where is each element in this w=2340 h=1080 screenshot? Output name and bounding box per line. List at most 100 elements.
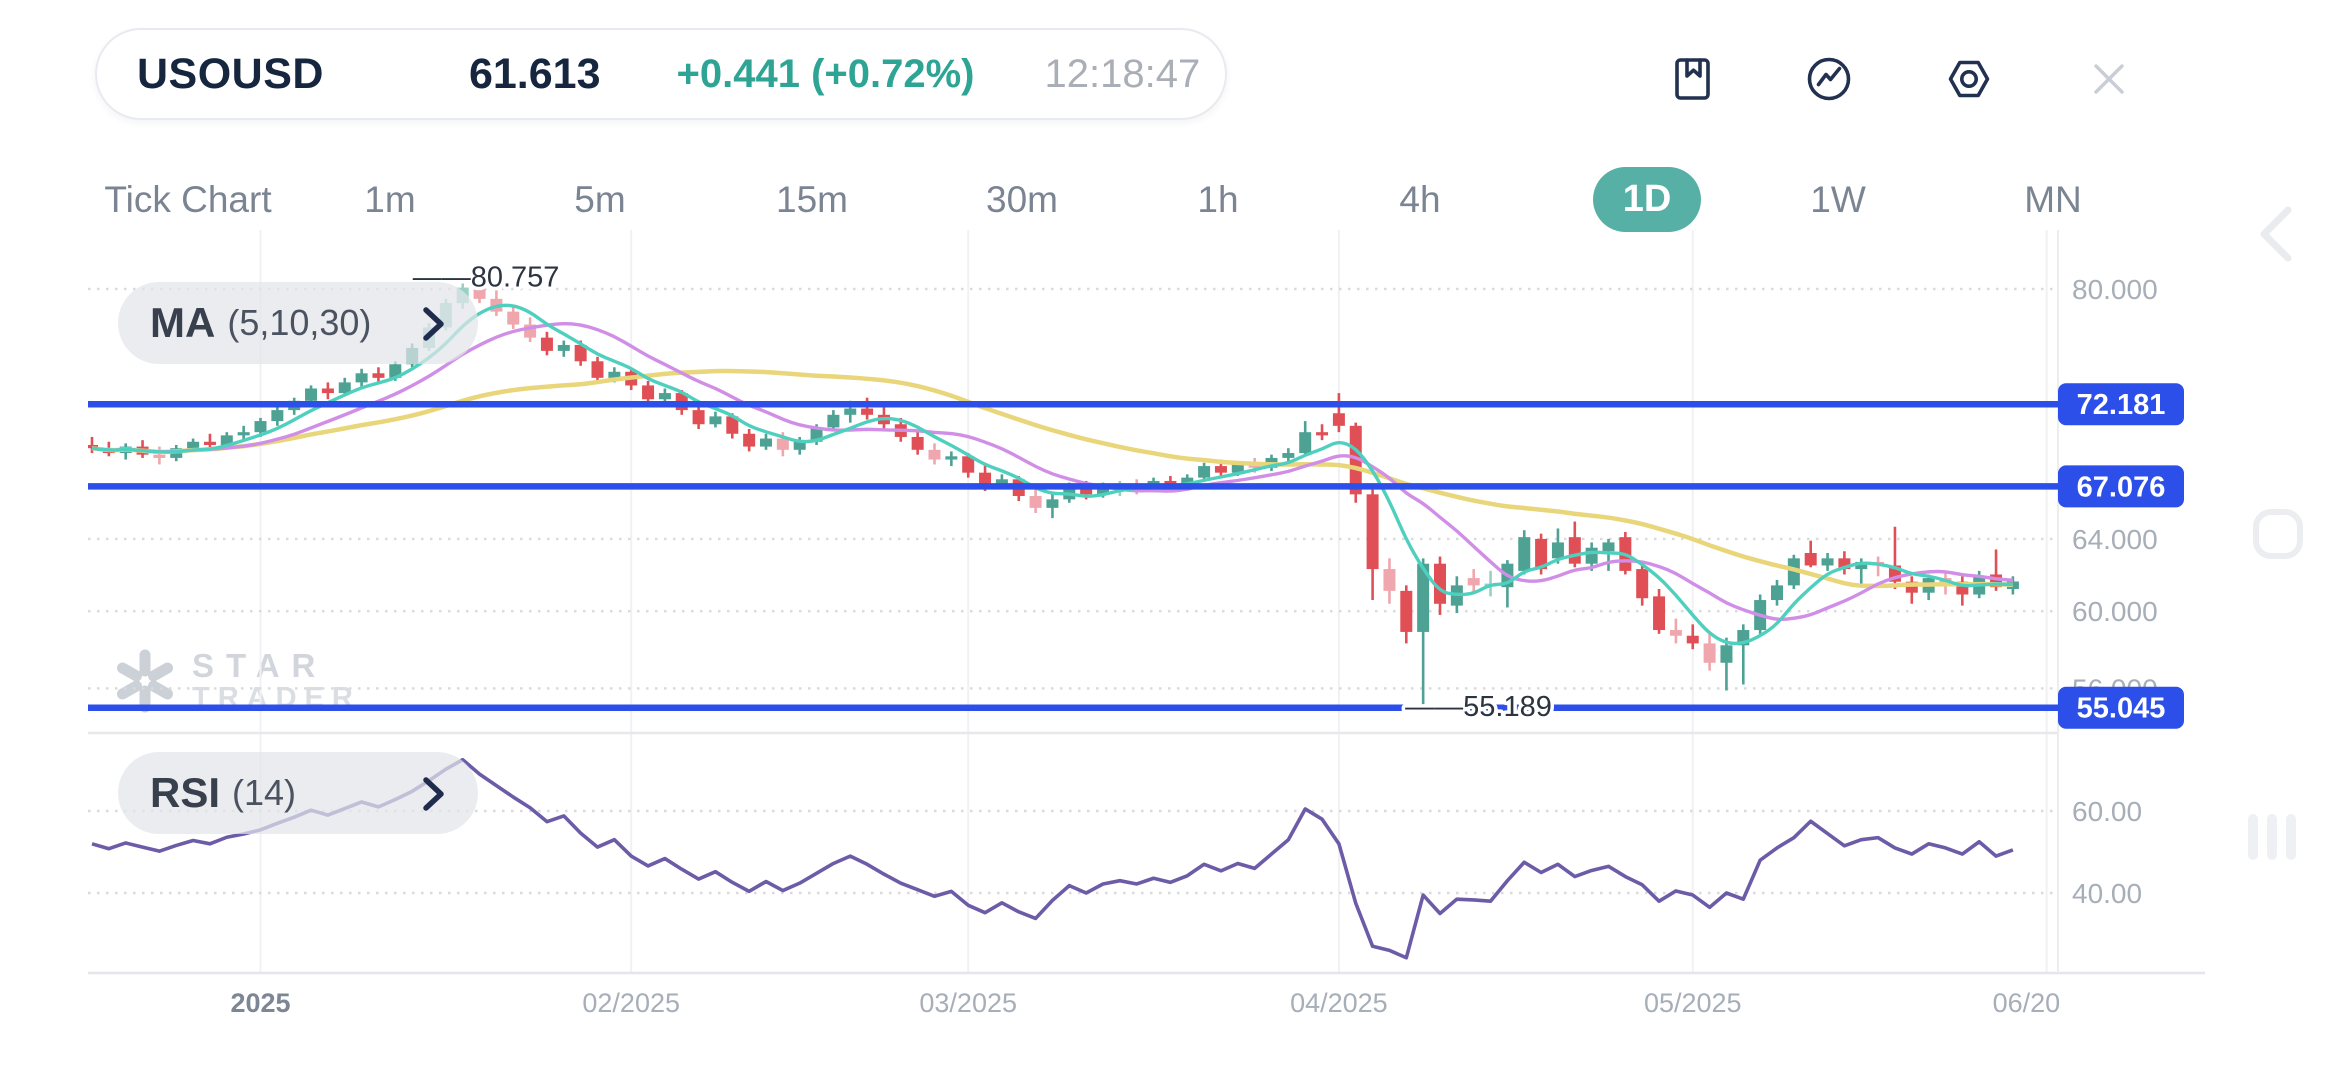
close-icon[interactable] xyxy=(2083,53,2135,105)
candle-body xyxy=(793,441,806,450)
quote-time: 12:18:47 xyxy=(1044,51,1201,96)
price-level-badge xyxy=(2058,465,2184,508)
candle-body xyxy=(591,361,604,378)
candle-body xyxy=(1214,466,1227,473)
x-axis-label: 06/20 xyxy=(1993,988,2061,1018)
star-logo-icon xyxy=(117,649,173,713)
candle-body xyxy=(1636,569,1649,599)
candle-body xyxy=(574,344,587,362)
candle-body xyxy=(1400,590,1413,632)
candle-body xyxy=(1231,464,1244,473)
candle-body xyxy=(642,385,655,400)
candle-body xyxy=(1518,537,1531,571)
candle-body xyxy=(1467,578,1480,586)
candle-body xyxy=(540,337,553,351)
tab-30m[interactable]: 30m xyxy=(986,179,1058,220)
rsi-axis-label: 60.00 xyxy=(2072,796,2142,827)
candle-body xyxy=(153,454,166,458)
candle-body xyxy=(1771,585,1783,601)
price-axis-label: 80.000 xyxy=(2072,274,2158,305)
tab-5m[interactable]: 5m xyxy=(574,179,626,220)
candle-body xyxy=(507,311,520,325)
candle-body xyxy=(2006,581,2019,590)
candle-body xyxy=(726,416,739,434)
price-level-badge xyxy=(2058,686,2184,729)
rsi-indicator-pill[interactable]: RSI (14) xyxy=(118,752,478,834)
panel-resize-grip-icon[interactable] xyxy=(2246,812,2298,862)
candle-body xyxy=(861,408,874,415)
price-change: +0.441 (+0.72%) xyxy=(676,51,975,96)
ma-indicator-params: (5,10,30) xyxy=(227,302,372,343)
candle-body xyxy=(220,435,233,445)
candle-body xyxy=(1804,553,1817,566)
price-annotation: ——55.189 xyxy=(1405,691,1552,723)
performance-icon[interactable] xyxy=(1803,53,1855,105)
candle-body xyxy=(355,373,368,383)
ma-indicator-pill[interactable]: MA (5,10,30) xyxy=(118,282,478,364)
x-axis-label: 02/2025 xyxy=(582,988,680,1018)
candle-body xyxy=(1046,499,1059,508)
candle-body xyxy=(271,410,284,422)
candle-body xyxy=(1097,487,1109,495)
candle-body xyxy=(844,408,857,415)
candle-body xyxy=(1383,569,1396,591)
candle-body xyxy=(203,441,216,445)
rsi-indicator-name: RSI xyxy=(150,769,221,816)
x-axis-label: 03/2025 xyxy=(919,988,1017,1018)
candle-body xyxy=(1080,485,1093,495)
candle-body xyxy=(760,438,772,447)
tab-1h[interactable]: 1h xyxy=(1197,179,1239,220)
candle-body xyxy=(1198,466,1211,478)
tab-15m[interactable]: 15m xyxy=(776,179,848,220)
candle-body xyxy=(979,472,992,486)
tab-1d-active[interactable]: 1D xyxy=(1593,167,1701,232)
candle-body xyxy=(1703,643,1716,663)
tab-4h[interactable]: 4h xyxy=(1399,179,1441,220)
candle-body xyxy=(1366,494,1379,570)
tab-1w[interactable]: 1W xyxy=(1810,179,1866,220)
candle-body xyxy=(1568,537,1581,564)
candle-body xyxy=(1434,563,1446,604)
tab-1d-label: 1D xyxy=(1622,178,1672,220)
candle-body xyxy=(1602,542,1615,552)
settings-icon[interactable] xyxy=(1943,53,1995,105)
ma5-line xyxy=(91,303,2013,646)
candle-body xyxy=(1248,464,1261,468)
candle-body xyxy=(1349,425,1362,495)
price-axis-label: 64.000 xyxy=(2072,524,2158,555)
ma30-line xyxy=(91,368,2013,589)
candle-body xyxy=(254,421,267,433)
drawing-tool-icon[interactable] xyxy=(2250,506,2306,562)
candle-body xyxy=(187,441,200,449)
candle-body xyxy=(1720,645,1733,663)
candle-body xyxy=(1686,635,1699,644)
tab-1m[interactable]: 1m xyxy=(364,179,416,220)
bookmark-icon[interactable] xyxy=(1667,53,1719,105)
candle-body xyxy=(1653,596,1666,631)
candle-body xyxy=(692,410,705,425)
candle-body xyxy=(321,388,334,394)
x-axis-label: 2025 xyxy=(230,988,290,1018)
candle-body xyxy=(1787,558,1800,586)
price-axis-label: 60.000 xyxy=(2072,596,2158,627)
candle-body xyxy=(709,416,722,425)
candle-body xyxy=(658,393,671,400)
candle-body xyxy=(1332,413,1345,426)
chevron-right-icon xyxy=(423,777,444,811)
tab-mn[interactable]: MN xyxy=(2024,179,2082,220)
candle-body xyxy=(743,433,756,447)
candle-body xyxy=(911,436,924,450)
x-axis-label: 04/2025 xyxy=(1290,988,1388,1018)
candle-body xyxy=(237,432,250,436)
candle-body xyxy=(776,438,789,450)
watermark-line1: STAR xyxy=(192,647,328,684)
candle-body xyxy=(1535,538,1548,570)
price-level-badge-text: 55.045 xyxy=(2077,693,2166,725)
tab-tick-chart[interactable]: Tick Chart xyxy=(104,179,272,220)
price-level-badge-text: 72.181 xyxy=(2077,389,2166,421)
candle-body xyxy=(962,456,975,473)
candle-body xyxy=(1299,432,1312,454)
collapse-panel-chevron-icon[interactable] xyxy=(2248,202,2304,266)
last-price: 61.613 xyxy=(468,49,601,98)
